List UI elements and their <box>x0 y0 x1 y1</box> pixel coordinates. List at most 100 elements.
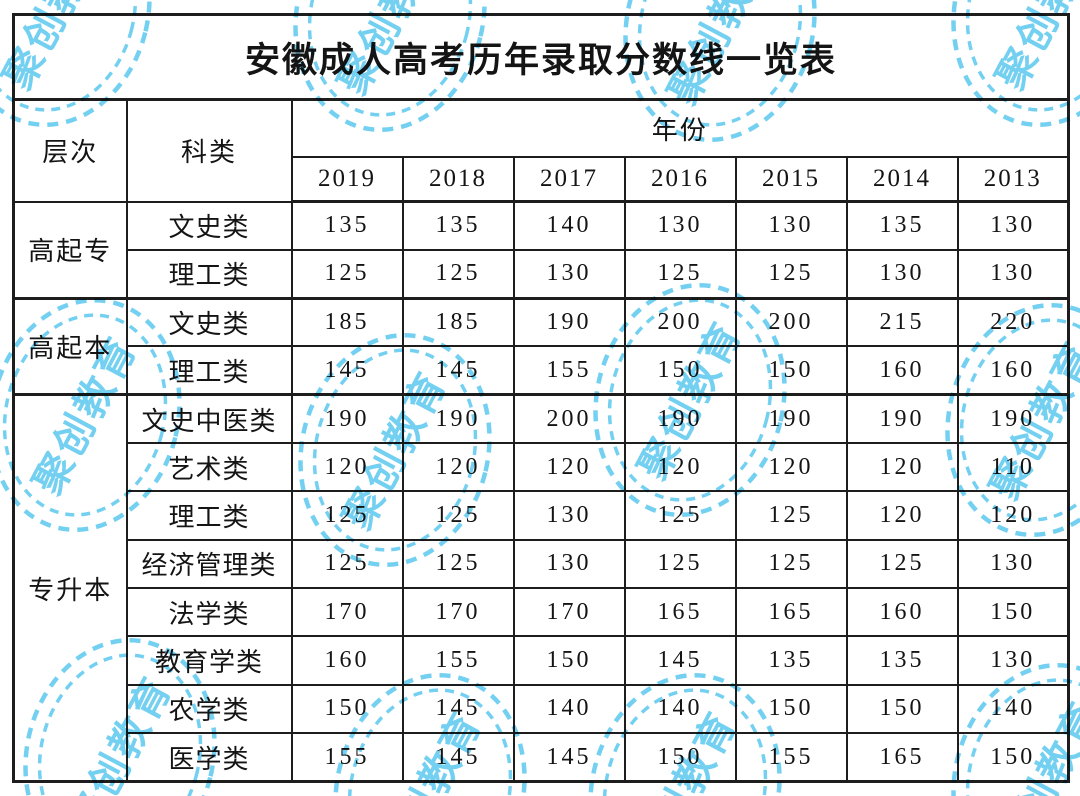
category-cell: 文史类 <box>125 296 293 348</box>
score-cell-2013: 130 <box>956 248 1070 300</box>
score-cell-2016: 150 <box>623 732 737 783</box>
category-cell: 理工类 <box>125 345 293 396</box>
score-cell-2019: 185 <box>290 296 404 348</box>
score-cell-2013: 130 <box>956 200 1070 251</box>
header-row: 层次 科类 年份 <box>12 98 1070 203</box>
category-cell: 农学类 <box>125 683 293 735</box>
score-cell-2013: 190 <box>956 393 1070 445</box>
score-cell-2015: 200 <box>734 296 848 348</box>
score-cell-2019: 145 <box>290 345 404 396</box>
score-cell-2019: 170 <box>290 587 404 638</box>
score-cell-2014: 120 <box>845 490 959 541</box>
score-cell-2015: 155 <box>734 732 848 783</box>
score-cell-2018: 125 <box>401 490 515 541</box>
score-cell-2017: 170 <box>512 587 626 638</box>
score-cell-2017: 120 <box>512 442 626 493</box>
category-cell: 艺术类 <box>125 442 293 493</box>
score-cell-2014: 190 <box>845 393 959 445</box>
year-header-2016: 2016 <box>623 156 737 203</box>
score-cell-2017: 155 <box>512 345 626 396</box>
table-row: 医学类 155 145 145 150 155 165 150 <box>14 732 1070 783</box>
score-cell-2015: 125 <box>734 490 848 541</box>
score-cell-2019: 125 <box>290 538 404 590</box>
table-row: 理工类 125 125 130 125 125 120 120 <box>14 490 1070 541</box>
score-cell-2013: 220 <box>956 296 1070 348</box>
score-cell-2017: 190 <box>512 296 626 348</box>
category-cell: 教育学类 <box>125 635 293 686</box>
score-cell-2013: 130 <box>956 538 1070 590</box>
score-cell-2016: 125 <box>623 538 737 590</box>
table-row: 高起本 文史类 185 185 190 200 200 215 220 <box>12 296 1070 396</box>
score-cell-2017: 130 <box>512 490 626 541</box>
year-header-2013: 2013 <box>956 156 1070 203</box>
table-row: 艺术类 120 120 120 120 120 120 110 <box>14 442 1070 493</box>
category-cell: 经济管理类 <box>125 538 293 590</box>
score-cell-2014: 160 <box>845 345 959 396</box>
score-cell-2015: 190 <box>734 393 848 445</box>
header-category: 科类 <box>125 98 293 203</box>
score-cell-2016: 190 <box>623 393 737 445</box>
score-cell-2014: 215 <box>845 296 959 348</box>
score-cell-2018: 145 <box>401 345 515 396</box>
score-cell-2014: 120 <box>845 442 959 493</box>
score-cell-2019: 190 <box>290 393 404 445</box>
score-cell-2013: 150 <box>956 732 1070 783</box>
score-cell-2015: 130 <box>734 200 848 251</box>
score-cell-2017: 150 <box>512 635 626 686</box>
score-cell-2015: 150 <box>734 683 848 735</box>
score-table: 安徽成人高考历年录取分数线一览表 层次 科类 年份 2019 2018 2017 20… <box>12 13 1071 783</box>
table-row: 教育学类 160 155 150 145 135 135 130 <box>14 635 1070 686</box>
score-cell-2013: 140 <box>956 683 1070 735</box>
score-cell-2018: 185 <box>401 296 515 348</box>
score-cell-2014: 125 <box>845 538 959 590</box>
score-cell-2016: 145 <box>623 635 737 686</box>
score-cell-2019: 120 <box>290 442 404 493</box>
score-cell-2018: 120 <box>401 442 515 493</box>
score-cell-2019: 150 <box>290 683 404 735</box>
score-cell-2018: 135 <box>401 200 515 251</box>
level-cell: 高起本 <box>12 296 128 396</box>
score-cell-2013: 120 <box>956 490 1070 541</box>
score-cell-2013: 130 <box>956 635 1070 686</box>
score-cell-2018: 190 <box>401 393 515 445</box>
score-cell-2014: 135 <box>845 200 959 251</box>
score-cell-2015: 165 <box>734 587 848 638</box>
score-cell-2015: 125 <box>734 538 848 590</box>
score-cell-2014: 135 <box>845 635 959 686</box>
category-cell: 医学类 <box>125 732 293 783</box>
score-cell-2018: 170 <box>401 587 515 638</box>
score-cell-2019: 125 <box>290 490 404 541</box>
score-cell-2016: 130 <box>623 200 737 251</box>
table-row: 专升本 文史中医类 190 190 200 190 190 190 190 <box>12 393 1070 783</box>
header-year: 年份 <box>290 98 1070 158</box>
score-cell-2017: 140 <box>512 200 626 251</box>
table-row: 法学类 170 170 170 165 165 160 150 <box>14 587 1070 638</box>
category-cell: 文史类 <box>125 200 293 251</box>
score-cell-2016: 125 <box>623 248 737 300</box>
score-cell-2019: 135 <box>290 200 404 251</box>
score-cell-2013: 160 <box>956 345 1070 396</box>
score-cell-2014: 150 <box>845 683 959 735</box>
score-cell-2018: 125 <box>401 538 515 590</box>
score-cell-2015: 150 <box>734 345 848 396</box>
year-header-2018: 2018 <box>401 156 515 203</box>
title-row: 安徽成人高考历年录取分数线一览表 <box>12 13 1070 101</box>
category-cell: 法学类 <box>125 587 293 638</box>
score-cell-2015: 135 <box>734 635 848 686</box>
score-cell-2019: 125 <box>290 248 404 300</box>
year-header-row: 2019 2018 2017 2016 2015 2014 2013 <box>14 156 1070 203</box>
score-cell-2015: 120 <box>734 442 848 493</box>
score-cell-2018: 145 <box>401 732 515 783</box>
table-row: 经济管理类 125 125 130 125 125 125 130 <box>14 538 1070 590</box>
header-level: 层次 <box>12 98 128 203</box>
score-cell-2017: 130 <box>512 248 626 300</box>
score-cell-2018: 125 <box>401 248 515 300</box>
category-cell: 文史中医类 <box>125 393 293 445</box>
year-header-2014: 2014 <box>845 156 959 203</box>
score-cell-2017: 130 <box>512 538 626 590</box>
score-cell-2015: 125 <box>734 248 848 300</box>
score-cell-2016: 165 <box>623 587 737 638</box>
score-cell-2019: 160 <box>290 635 404 686</box>
score-cell-2019: 155 <box>290 732 404 783</box>
